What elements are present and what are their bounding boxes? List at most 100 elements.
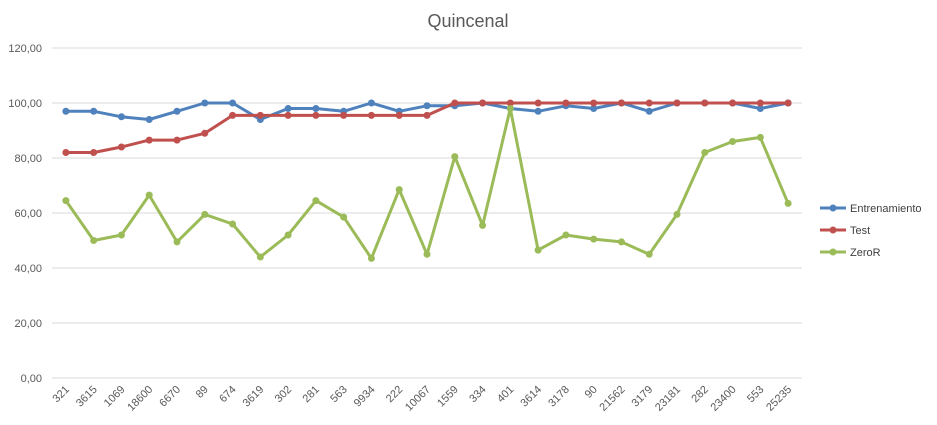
data-point [451, 153, 459, 161]
y-tick-label: 80,00 [14, 153, 42, 165]
x-tick-label: 302 [273, 384, 294, 405]
y-tick-label: 40,00 [14, 263, 42, 275]
data-point [229, 111, 237, 119]
data-point [562, 99, 570, 107]
y-tick-label: 0,00 [21, 373, 42, 385]
x-tick-label: 334 [467, 384, 488, 405]
y-axis-tick-labels: 0,00 20,00 40,00 60,00 80,00 100,00 120,00 [8, 43, 42, 385]
x-tick-label: 18600 [125, 384, 155, 414]
data-point [173, 238, 181, 246]
series-test [62, 99, 792, 156]
legend-item: Entrenamiento [820, 203, 922, 215]
data-point [117, 113, 125, 121]
data-point [145, 191, 153, 199]
data-point [701, 149, 709, 156]
x-tick-label: 21562 [597, 384, 627, 414]
data-point [90, 149, 98, 156]
data-point [673, 99, 681, 107]
data-point [117, 143, 125, 151]
data-point [62, 149, 70, 156]
legend-swatch-marker [829, 226, 837, 234]
x-tick-label: 321 [51, 384, 72, 405]
data-point [201, 129, 209, 137]
data-point [117, 231, 125, 239]
data-point [145, 116, 153, 123]
data-point [312, 105, 320, 112]
data-point [173, 136, 181, 144]
data-point [451, 99, 459, 107]
data-point [617, 238, 625, 246]
data-point [395, 111, 403, 119]
legend-item: ZeroR [820, 247, 881, 259]
data-point [756, 133, 764, 141]
x-tick-label: 3179 [630, 384, 656, 410]
x-tick-label: 9934 [352, 384, 378, 410]
data-point [423, 111, 431, 119]
data-point [340, 111, 348, 119]
y-tick-label: 120,00 [8, 43, 42, 55]
data-point [701, 99, 709, 107]
data-point [62, 107, 70, 115]
x-tick-label: 563 [328, 384, 349, 405]
data-point [90, 237, 98, 244]
data-point [645, 107, 653, 115]
x-tick-label: 23181 [653, 384, 683, 414]
data-point [423, 250, 431, 258]
y-tick-label: 20,00 [14, 318, 42, 330]
x-tick-label: 1559 [435, 384, 461, 410]
legend: Entrenamiento Test ZeroR [820, 203, 922, 259]
data-point [284, 111, 292, 119]
x-tick-label: 674 [217, 384, 238, 405]
data-point [312, 197, 320, 205]
data-point [590, 235, 598, 243]
data-point [201, 210, 209, 218]
data-point [229, 220, 237, 228]
data-point [479, 99, 487, 107]
data-point [590, 105, 598, 112]
data-point [673, 210, 681, 218]
data-point [729, 99, 737, 107]
data-point [395, 186, 403, 194]
x-tick-label: 553 [745, 384, 766, 405]
data-point [256, 111, 264, 119]
x-tick-label: 25235 [764, 384, 794, 414]
x-tick-label: 1069 [102, 384, 128, 410]
y-tick-label: 100,00 [8, 98, 42, 110]
legend-swatch-marker [829, 248, 837, 256]
series-line [64, 107, 790, 260]
legend-label: Test [850, 225, 870, 237]
x-tick-label: 3614 [518, 384, 544, 410]
x-tick-label: 10067 [403, 384, 433, 414]
series-zeror [62, 105, 792, 262]
chart-title: Quincenal [427, 11, 508, 31]
x-tick-label: 6670 [157, 384, 183, 410]
legend-swatch-marker [829, 204, 837, 212]
data-point [756, 105, 764, 112]
data-point [756, 99, 764, 107]
data-point [506, 99, 514, 107]
x-tick-label: 23400 [709, 384, 739, 414]
x-tick-label: 222 [384, 384, 405, 405]
data-point [145, 136, 153, 144]
data-point [645, 99, 653, 107]
data-point [534, 107, 542, 115]
data-point [423, 102, 431, 110]
legend-item: Test [820, 225, 870, 237]
x-tick-label: 281 [301, 384, 322, 405]
data-point [312, 111, 320, 119]
x-tick-label: 89 [194, 384, 211, 401]
data-point [534, 99, 542, 107]
x-tick-label: 90 [583, 384, 600, 401]
x-tick-label: 3178 [546, 384, 572, 410]
data-point [173, 107, 181, 115]
data-point [617, 99, 625, 107]
x-tick-label: 401 [495, 384, 516, 405]
legend-label: Entrenamiento [850, 203, 922, 215]
data-point [645, 250, 653, 258]
x-tick-label: 3619 [241, 384, 267, 410]
data-point [90, 107, 98, 115]
x-tick-label: 3615 [74, 384, 100, 410]
data-point [201, 99, 209, 107]
